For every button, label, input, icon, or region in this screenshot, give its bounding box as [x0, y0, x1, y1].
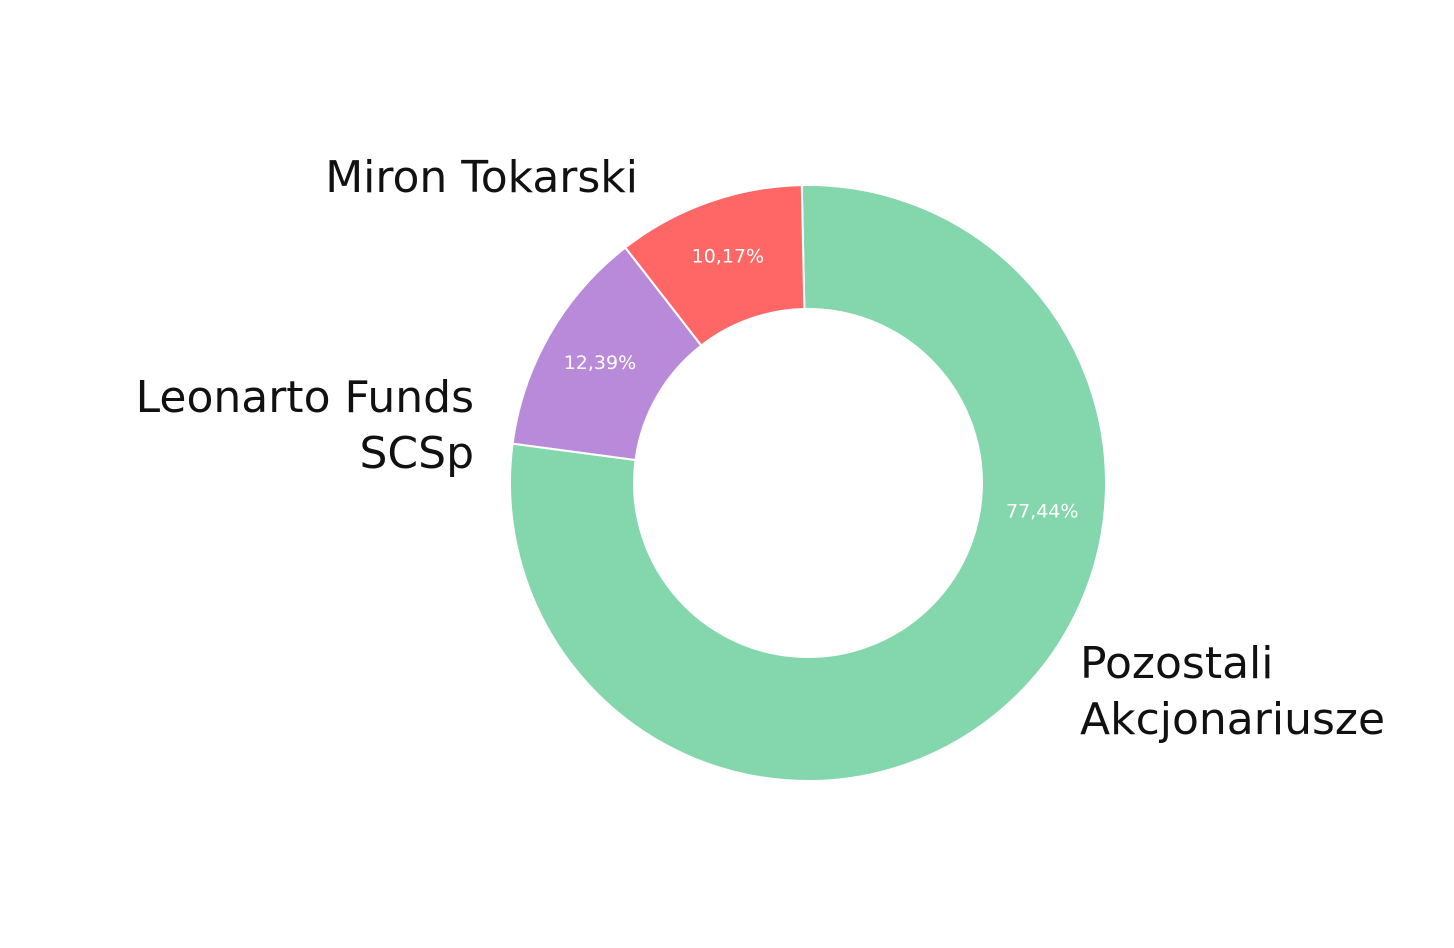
value-label: 12,39% [564, 352, 636, 374]
value-label: 77,44% [1006, 500, 1078, 522]
donut-slice [623, 184, 806, 347]
category-label: Leonarto Funds SCSp [135, 372, 474, 479]
value-label: 10,17% [692, 245, 764, 267]
donut-slice [509, 184, 1107, 782]
category-label: Miron Tokarski [325, 152, 638, 203]
category-label: Pozostali Akcjonariusze [1080, 638, 1386, 745]
